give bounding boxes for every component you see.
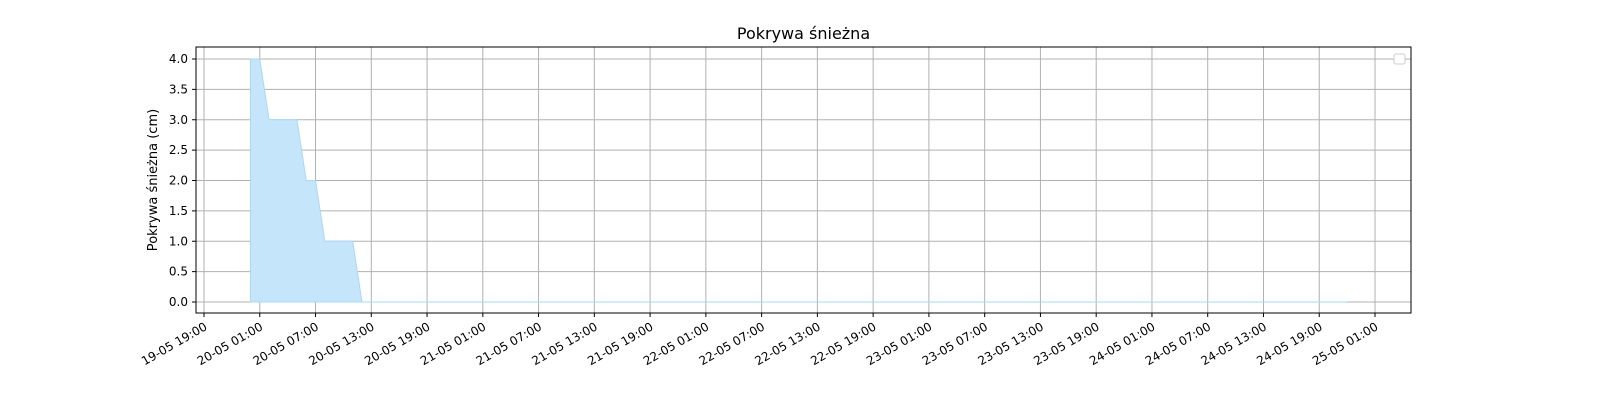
series-snow-cover [249, 58, 1348, 303]
y-tick-label: 0.5 [169, 265, 188, 279]
y-tick-label: 3.5 [169, 82, 188, 96]
y-tick-label: 2.5 [169, 143, 188, 157]
y-axis-label: Pokrywa śnieżna (cm) [146, 109, 161, 251]
legend-box [1393, 53, 1406, 65]
y-tick-label: 0.0 [169, 295, 188, 309]
chart-title: Pokrywa śnieżna [737, 24, 870, 43]
legend [1393, 53, 1406, 65]
grid [196, 47, 1411, 313]
y-tick-label: 3.0 [169, 113, 188, 127]
snow-cover-area [249, 58, 1348, 303]
plot-frame [195, 46, 1412, 314]
y-tick-label: 4.0 [169, 52, 188, 66]
y-tick-label: 1.0 [169, 234, 188, 248]
y-tick-label: 1.5 [169, 204, 188, 218]
y-tick-label: 2.0 [169, 174, 188, 188]
